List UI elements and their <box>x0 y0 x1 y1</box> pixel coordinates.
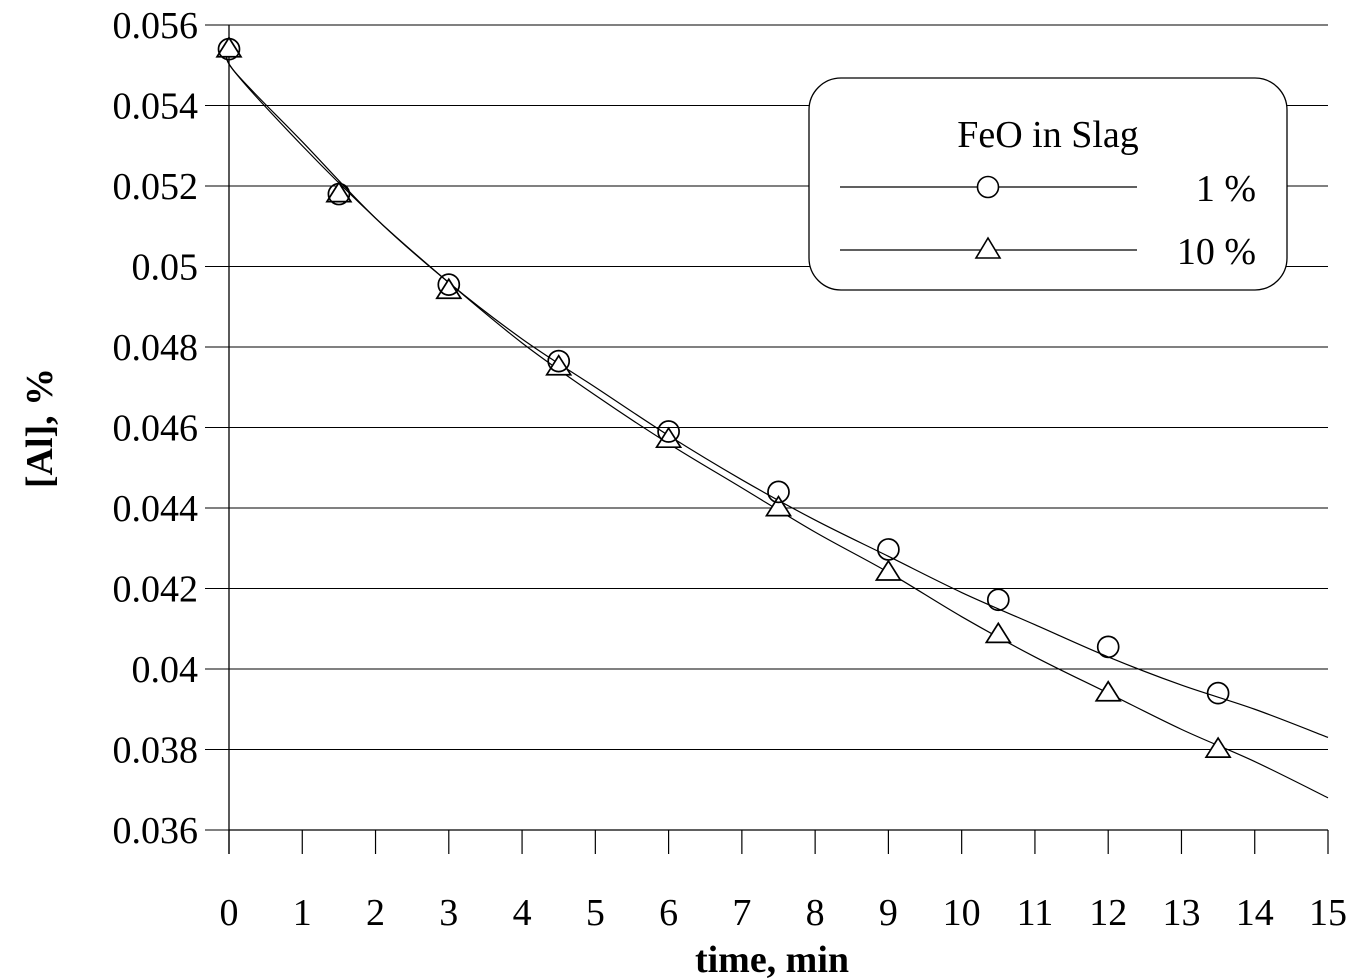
x-tick-label: 2 <box>366 892 385 934</box>
x-tick-label: 6 <box>659 892 678 934</box>
legend-entry-1: 1 % <box>1196 168 1256 210</box>
triangle-marker <box>215 36 243 58</box>
axes <box>228 25 1329 854</box>
y-tick-label: 0.056 <box>113 5 199 47</box>
legend-circle-marker <box>976 175 1000 199</box>
circle-marker <box>217 37 241 61</box>
x-tick-label: 1 <box>293 892 312 934</box>
y-axis-title: [Al], % <box>19 368 61 488</box>
triangle-marker <box>984 621 1012 644</box>
circle-marker <box>437 273 461 296</box>
fit-curve-series-2 <box>225 49 1329 799</box>
triangle-marker <box>764 495 793 517</box>
x-tick-label: 15 <box>1309 892 1347 934</box>
y-tick-label: 0.05 <box>132 247 199 289</box>
circle-marker <box>327 182 351 206</box>
y-tick-label: 0.038 <box>113 730 199 772</box>
data-markers <box>215 36 1232 758</box>
x-tick-label: 7 <box>732 892 751 934</box>
x-tick-label: 9 <box>879 892 898 934</box>
triangle-marker <box>655 426 683 449</box>
x-tick-label: 13 <box>1162 892 1200 934</box>
y-tick-label: 0.042 <box>113 569 199 611</box>
x-tick-label: 5 <box>586 892 605 934</box>
x-tick-label: 14 <box>1236 892 1274 934</box>
circle-marker <box>877 538 900 561</box>
legend-title: FeO in Slag <box>957 114 1139 156</box>
x-tick-label: 8 <box>806 892 825 934</box>
circle-marker <box>767 480 790 504</box>
y-tick-label: 0.048 <box>113 327 199 369</box>
x-axis-title: time, min <box>695 939 849 980</box>
x-tick-label: 0 <box>220 892 239 934</box>
y-tick-label: 0.052 <box>113 166 199 208</box>
circle-marker <box>547 349 571 373</box>
y-tick-label: 0.054 <box>113 86 199 128</box>
triangle-marker <box>325 181 353 203</box>
circle-marker <box>1096 635 1120 659</box>
triangle-marker <box>1204 736 1232 758</box>
legend-triangle-marker <box>974 236 1002 259</box>
circle-marker <box>986 588 1010 612</box>
circle-marker <box>1206 681 1230 705</box>
legend: FeO in Slag 1 % 10 % <box>808 77 1288 291</box>
y-tick-label: 0.044 <box>113 488 199 530</box>
x-tick-label: 11 <box>1017 892 1054 934</box>
x-tick-label: 4 <box>513 892 532 934</box>
y-tick-label: 0.04 <box>132 649 199 691</box>
x-tick-label: 12 <box>1089 892 1127 934</box>
tick-labels: 0.036 0.038 0.04 0.042 0.044 0.046 0.048 0.05 0.… <box>113 5 1348 934</box>
legend-box <box>808 77 1288 291</box>
x-tick-label: 3 <box>439 892 458 934</box>
y-tick-label: 0.036 <box>113 810 199 852</box>
legend-entry-2: 10 % <box>1177 231 1256 273</box>
circle-marker <box>657 420 680 443</box>
x-tick-label: 10 <box>943 892 981 934</box>
y-tick-label: 0.046 <box>113 408 199 450</box>
triangle-marker <box>1094 680 1122 702</box>
triangle-marker <box>874 559 902 581</box>
